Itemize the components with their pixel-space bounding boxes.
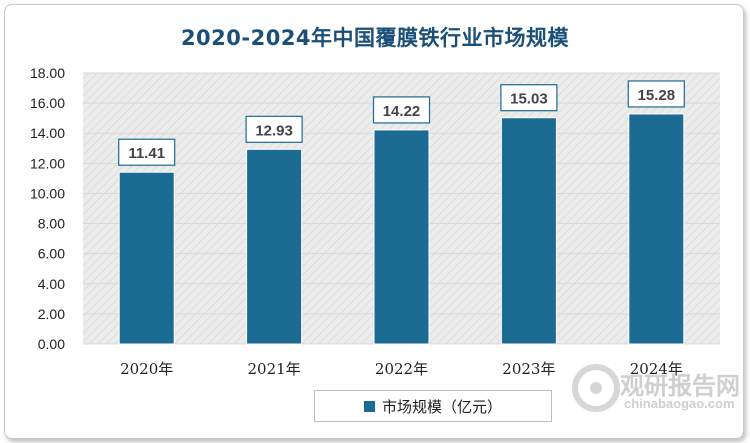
y-tick-label: 2.00 xyxy=(38,306,65,322)
legend-swatch xyxy=(363,400,375,412)
y-tick-label: 4.00 xyxy=(38,276,65,292)
data-label-box xyxy=(245,115,303,143)
data-label: 11.41 xyxy=(128,145,165,162)
y-tick-label: 18.00 xyxy=(30,65,65,81)
data-label-box xyxy=(118,138,176,166)
legend: 市场规模（亿元） xyxy=(314,390,552,422)
bar xyxy=(118,171,175,345)
legend-label: 市场规模（亿元） xyxy=(381,397,502,416)
x-tick-label: 2024年 xyxy=(630,360,683,378)
bar xyxy=(500,117,557,345)
data-label: 15.03 xyxy=(510,91,548,108)
x-tick-label: 2020年 xyxy=(120,360,173,378)
watermark-logo-icon xyxy=(572,364,620,412)
watermark-text-cn: 观研报告网 xyxy=(620,372,740,400)
data-label-box xyxy=(372,96,431,124)
x-tick-label: 2021年 xyxy=(248,360,301,378)
y-tick-label: 12.00 xyxy=(30,155,65,171)
y-tick-label: 8.00 xyxy=(38,216,65,232)
y-tick-label: 16.00 xyxy=(30,95,65,111)
watermark-text-en: chinabaogao.com xyxy=(624,396,735,411)
y-tick-label: 10.00 xyxy=(30,185,65,201)
y-tick-label: 6.00 xyxy=(38,246,65,262)
data-label: 12.93 xyxy=(255,122,293,139)
data-label: 14.22 xyxy=(383,103,421,120)
data-label-box xyxy=(627,80,685,108)
bar xyxy=(628,113,685,345)
x-tick-label: 2022年 xyxy=(375,360,428,378)
x-tick-label: 2023年 xyxy=(502,360,555,378)
bar xyxy=(373,129,430,345)
bar xyxy=(246,148,303,345)
chart-title: 2020-2024年中国覆膜铁行业市场规模 xyxy=(180,26,570,50)
watermark: 观研报告网 chinabaogao.com xyxy=(572,364,742,414)
data-label: 15.28 xyxy=(638,87,676,104)
y-tick-label: 14.00 xyxy=(30,125,65,141)
y-tick-label: 0.00 xyxy=(38,336,65,352)
data-label-box xyxy=(500,84,558,112)
